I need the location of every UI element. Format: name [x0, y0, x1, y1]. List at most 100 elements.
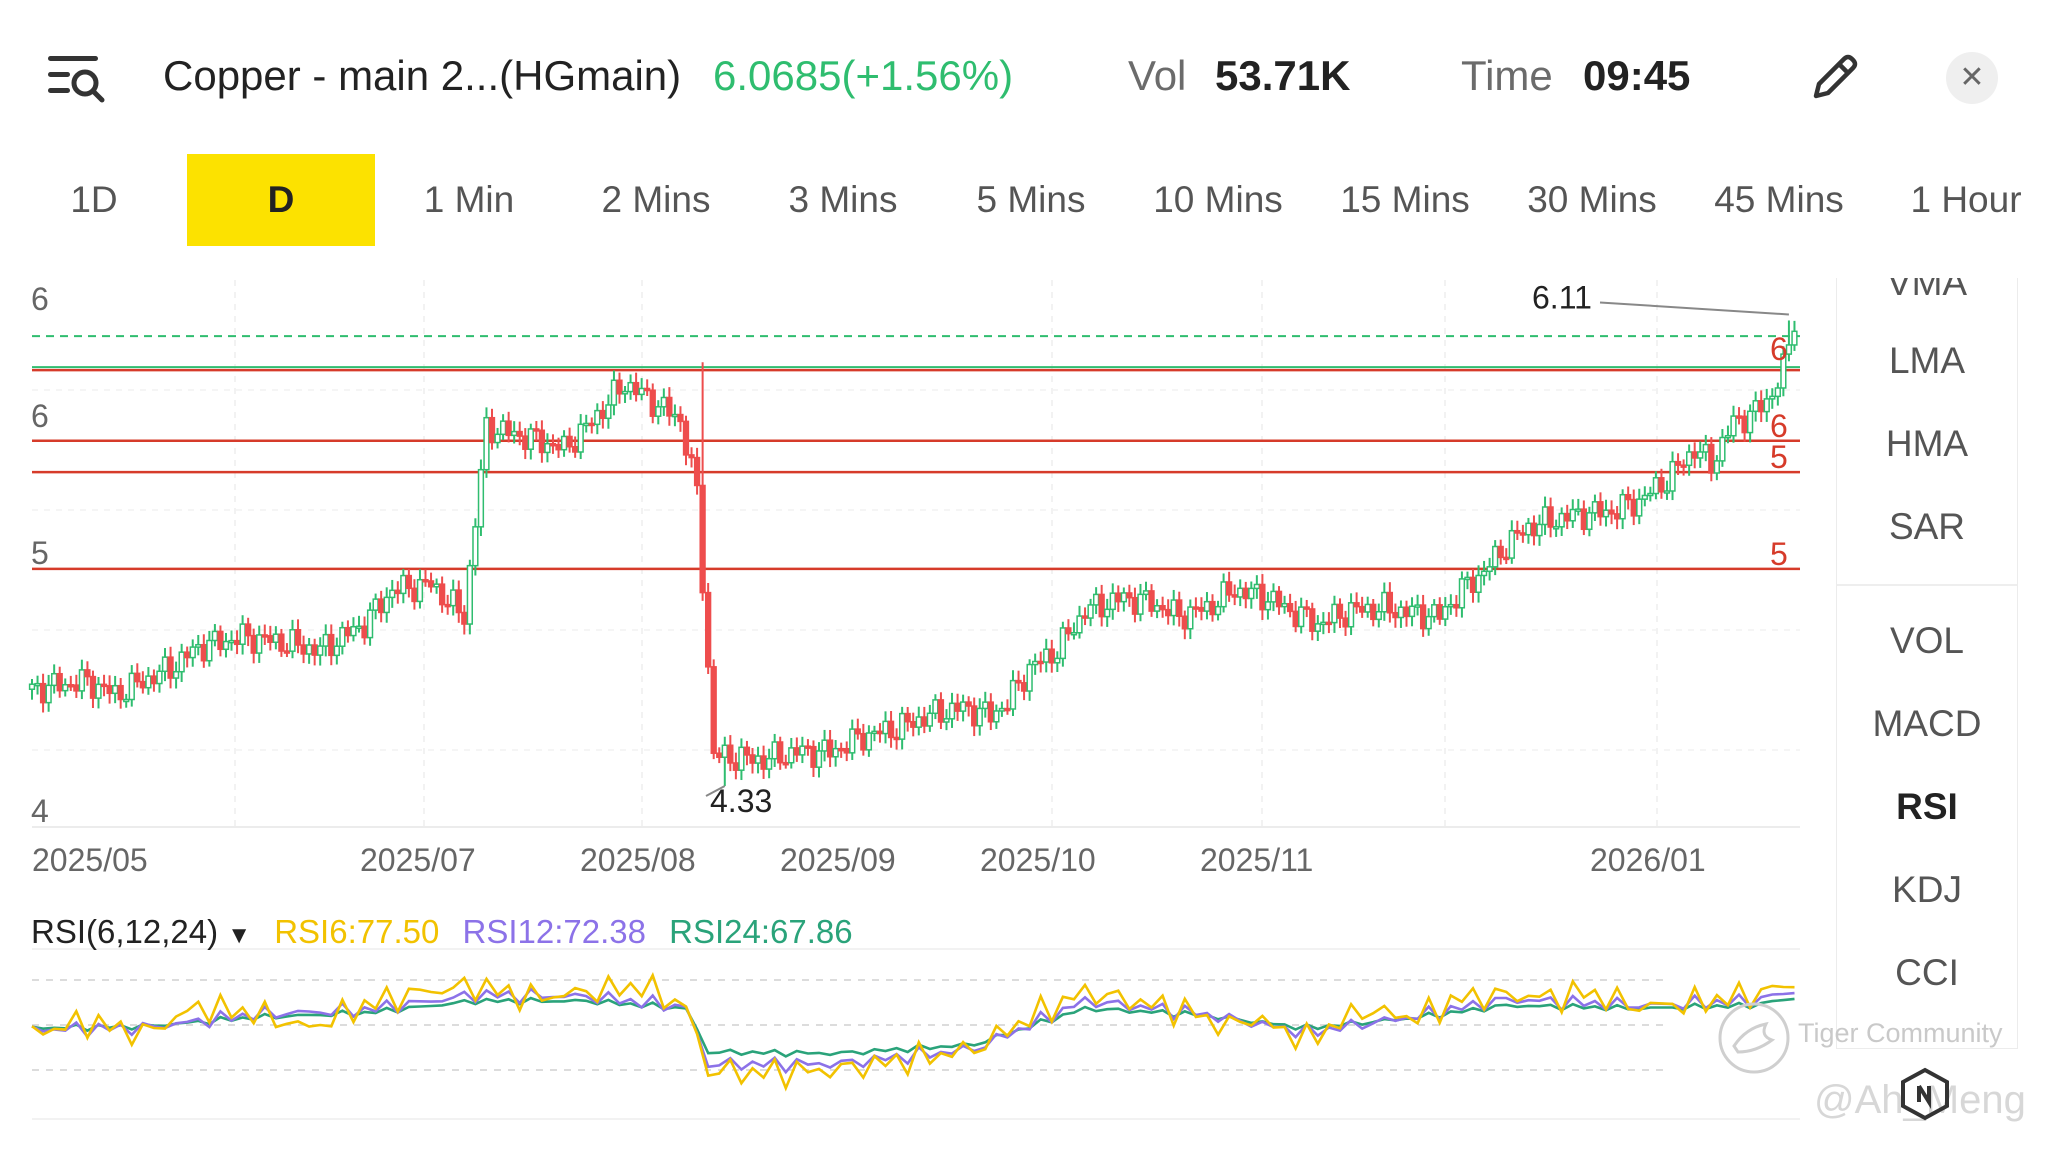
candle-body: [394, 589, 401, 595]
indicator-rsi[interactable]: RSI: [1896, 786, 1958, 827]
candle-body: [522, 435, 529, 450]
candle-body: [222, 640, 230, 651]
candle-body: [1370, 603, 1377, 621]
candle-body: [771, 741, 778, 760]
candle-body: [206, 639, 213, 662]
indicator-macd[interactable]: MACD: [1872, 703, 1982, 744]
candle-body: [416, 578, 424, 603]
candle-body: [1303, 606, 1310, 610]
candle-body: [577, 423, 584, 453]
candle-body: [1686, 451, 1693, 467]
x-tick-label: 2025/10: [980, 842, 1096, 878]
level-line-label: 6: [1770, 331, 1788, 367]
candle-body: [754, 755, 762, 764]
close-button[interactable]: ✕: [1946, 52, 1998, 104]
candle-body: [34, 682, 41, 687]
candle-body: [461, 611, 468, 625]
pencil-icon[interactable]: [1806, 50, 1862, 106]
candle-body: [1259, 583, 1266, 611]
candle-body: [1070, 632, 1078, 636]
candle-body: [954, 702, 961, 712]
candle-body: [788, 747, 795, 764]
candle-body: [45, 684, 52, 704]
tab-30-mins[interactable]: 30 Mins: [1527, 179, 1657, 220]
candle-body: [494, 433, 501, 444]
candle-body: [1785, 344, 1793, 355]
candle-body: [189, 646, 196, 659]
candle-body: [184, 651, 191, 659]
menu-search-icon[interactable]: [44, 50, 106, 106]
tab-15-mins[interactable]: 15 Mins: [1340, 179, 1470, 220]
tab-45-mins[interactable]: 45 Mins: [1714, 179, 1844, 220]
candle-body: [1264, 601, 1272, 611]
symbol-title[interactable]: Copper - main 2...(HGmain): [163, 52, 682, 99]
candle-body: [100, 683, 108, 688]
candle-body: [1292, 610, 1299, 628]
tab-1-min[interactable]: 1 Min: [423, 179, 515, 220]
candle-body: [1541, 506, 1549, 526]
candle-body: [378, 598, 385, 614]
indicator-vma[interactable]: VMA: [1886, 278, 1968, 303]
candle-body: [893, 736, 900, 741]
rsi-selector[interactable]: RSI(6,12,24) ▼: [31, 913, 251, 950]
candle-body: [145, 675, 152, 689]
candle-body: [433, 583, 440, 588]
x-tick-label: 2025/11: [1200, 842, 1313, 878]
candle-body: [322, 633, 329, 647]
candle-body: [361, 625, 368, 639]
candle-body: [605, 404, 612, 420]
candle-body: [1403, 606, 1410, 618]
candle-body: [1020, 682, 1028, 692]
candle-body: [1475, 574, 1482, 593]
candle-body: [594, 409, 601, 426]
tab-2-mins[interactable]: 2 Mins: [601, 179, 711, 220]
rsi6-line: [31, 972, 1795, 1092]
tab-3-mins[interactable]: 3 Mins: [788, 179, 898, 220]
high-marker-label: 6.11: [1532, 279, 1592, 315]
candle-body: [932, 699, 939, 715]
candle-body: [1425, 615, 1432, 630]
tab-5-mins[interactable]: 5 Mins: [976, 179, 1086, 220]
candle-body: [411, 587, 418, 603]
candle-body: [1774, 387, 1781, 398]
tab-1-hour[interactable]: 1 Hour: [1910, 179, 2022, 220]
timeframe-tabs: 1D D 1 Min 2 Mins 3 Mins 5 Mins 10 Mins …: [0, 154, 2048, 246]
indicator-cci[interactable]: CCI: [1895, 952, 1959, 993]
tab-1d[interactable]: 1D: [70, 179, 118, 220]
candle-body: [826, 739, 834, 758]
indicator-vol[interactable]: VOL: [1889, 620, 1965, 661]
candle-body: [1663, 490, 1671, 494]
candle-body: [1431, 604, 1438, 618]
candle-body: [256, 634, 263, 654]
indicator-hma[interactable]: HMA: [1885, 423, 1969, 464]
candle-body: [73, 684, 80, 692]
candle-body: [1048, 648, 1055, 664]
candle-body: [239, 623, 246, 645]
candle-body: [1275, 590, 1283, 608]
tiger-logo-icon: [1718, 1002, 1790, 1074]
candle-body: [971, 705, 978, 727]
indicator-kdj[interactable]: KDJ: [1892, 869, 1962, 910]
candle-body: [195, 643, 202, 648]
candle-body: [1597, 501, 1604, 518]
candle-body: [1159, 604, 1166, 611]
candle-body: [799, 745, 806, 756]
x-tick-label: 2025/07: [360, 842, 476, 878]
candle-body: [1719, 436, 1726, 462]
candle-body: [583, 422, 590, 427]
candle-body: [682, 420, 690, 456]
indicator-sar[interactable]: SAR: [1888, 506, 1966, 547]
candle-body: [843, 747, 850, 754]
tab-daily[interactable]: D: [187, 154, 375, 246]
candle-body: [1342, 617, 1349, 628]
candle-body: [294, 629, 302, 646]
candle-body: [455, 589, 462, 614]
indicator-lma[interactable]: LMA: [1888, 340, 1966, 381]
x-tick-label: 2026/01: [1590, 842, 1706, 878]
candle-body: [383, 596, 390, 614]
tab-10-mins[interactable]: 10 Mins: [1153, 179, 1283, 220]
candle-body: [1591, 501, 1599, 514]
candle-body: [366, 609, 374, 639]
candle-body: [915, 716, 922, 728]
